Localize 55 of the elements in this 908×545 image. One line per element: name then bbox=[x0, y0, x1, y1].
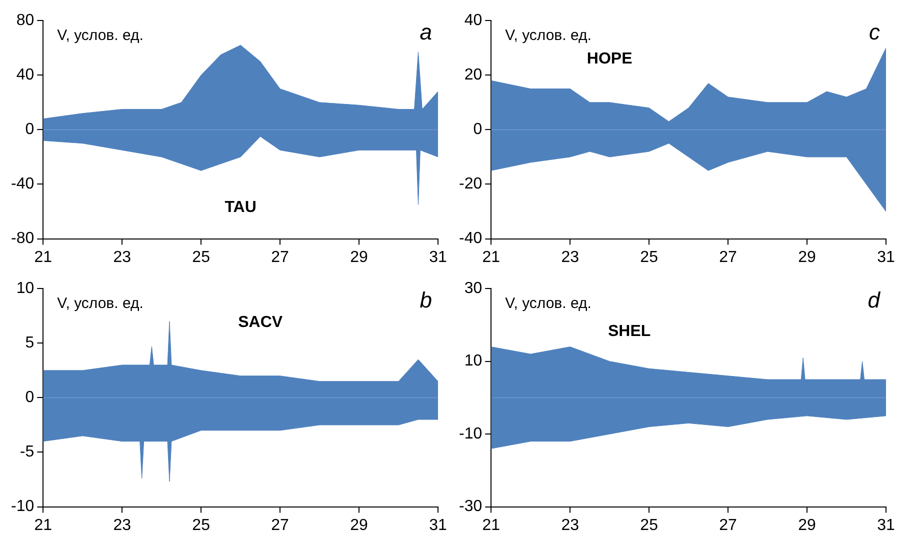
x-tick-label: 23 bbox=[561, 516, 580, 534]
y-tick-label: 30 bbox=[464, 280, 482, 298]
x-tick-label: 29 bbox=[350, 516, 368, 534]
annotation: d bbox=[868, 288, 881, 313]
x-tick-label: 21 bbox=[34, 516, 52, 534]
x-tick-label: 21 bbox=[34, 248, 52, 266]
y-tick-label: 10 bbox=[464, 352, 482, 370]
y-tick-label: 0 bbox=[25, 389, 34, 406]
x-tick-label: 21 bbox=[482, 516, 500, 534]
x-tick-label: 21 bbox=[482, 248, 500, 266]
annotation: b bbox=[420, 288, 432, 313]
x-tick-label: 31 bbox=[877, 516, 895, 534]
x-tick-label: 25 bbox=[192, 248, 210, 266]
x-tick-label: 23 bbox=[113, 248, 132, 266]
x-tick-label: 27 bbox=[719, 516, 738, 534]
y-tick-label: -10 bbox=[459, 425, 482, 442]
x-tick-label: 23 bbox=[113, 516, 132, 534]
y-tick-label: 40 bbox=[16, 66, 34, 84]
y-tick-label: 0 bbox=[25, 121, 34, 138]
y-tick-label: -40 bbox=[459, 230, 482, 248]
y-tick-label: 0 bbox=[473, 121, 482, 138]
x-tick-label: 25 bbox=[640, 248, 658, 266]
y-tick-label: -30 bbox=[459, 498, 482, 516]
y-tick-label: -20 bbox=[459, 176, 482, 193]
y-tick-label: -40 bbox=[11, 176, 34, 193]
y-axis-title: V, услов. ед. bbox=[57, 295, 144, 312]
y-axis-title: V, услов. ед. bbox=[505, 295, 592, 312]
y-tick-label: 20 bbox=[464, 66, 482, 84]
annotation: SHEL bbox=[608, 322, 651, 340]
x-tick-label: 27 bbox=[719, 248, 738, 266]
x-tick-label: 31 bbox=[877, 248, 895, 266]
y-tick-label: -5 bbox=[20, 444, 34, 461]
x-tick-label: 25 bbox=[640, 516, 658, 534]
annotation: c bbox=[869, 20, 880, 45]
annotation: SACV bbox=[238, 314, 283, 332]
x-tick-label: 29 bbox=[350, 248, 368, 266]
x-tick-label: 25 bbox=[192, 516, 210, 534]
y-tick-label: 10 bbox=[16, 280, 34, 298]
x-tick-label: 23 bbox=[561, 248, 580, 266]
y-tick-label: -80 bbox=[11, 230, 34, 248]
y-tick-label: 80 bbox=[16, 12, 34, 30]
annotation: HOPE bbox=[586, 50, 633, 68]
y-axis-title: V, услов. ед. bbox=[57, 27, 144, 44]
x-tick-label: 29 bbox=[798, 248, 816, 266]
y-tick-label: 5 bbox=[25, 334, 34, 352]
x-tick-label: 27 bbox=[271, 516, 290, 534]
annotation: TAU bbox=[224, 198, 256, 216]
x-tick-label: 31 bbox=[429, 516, 447, 534]
x-tick-label: 27 bbox=[271, 248, 290, 266]
x-tick-label: 31 bbox=[429, 248, 447, 266]
y-axis-title: V, услов. ед. bbox=[505, 27, 592, 44]
annotation: a bbox=[420, 20, 432, 45]
x-tick-label: 29 bbox=[798, 516, 816, 534]
y-tick-label: -10 bbox=[11, 498, 34, 516]
y-tick-label: 40 bbox=[464, 12, 482, 30]
